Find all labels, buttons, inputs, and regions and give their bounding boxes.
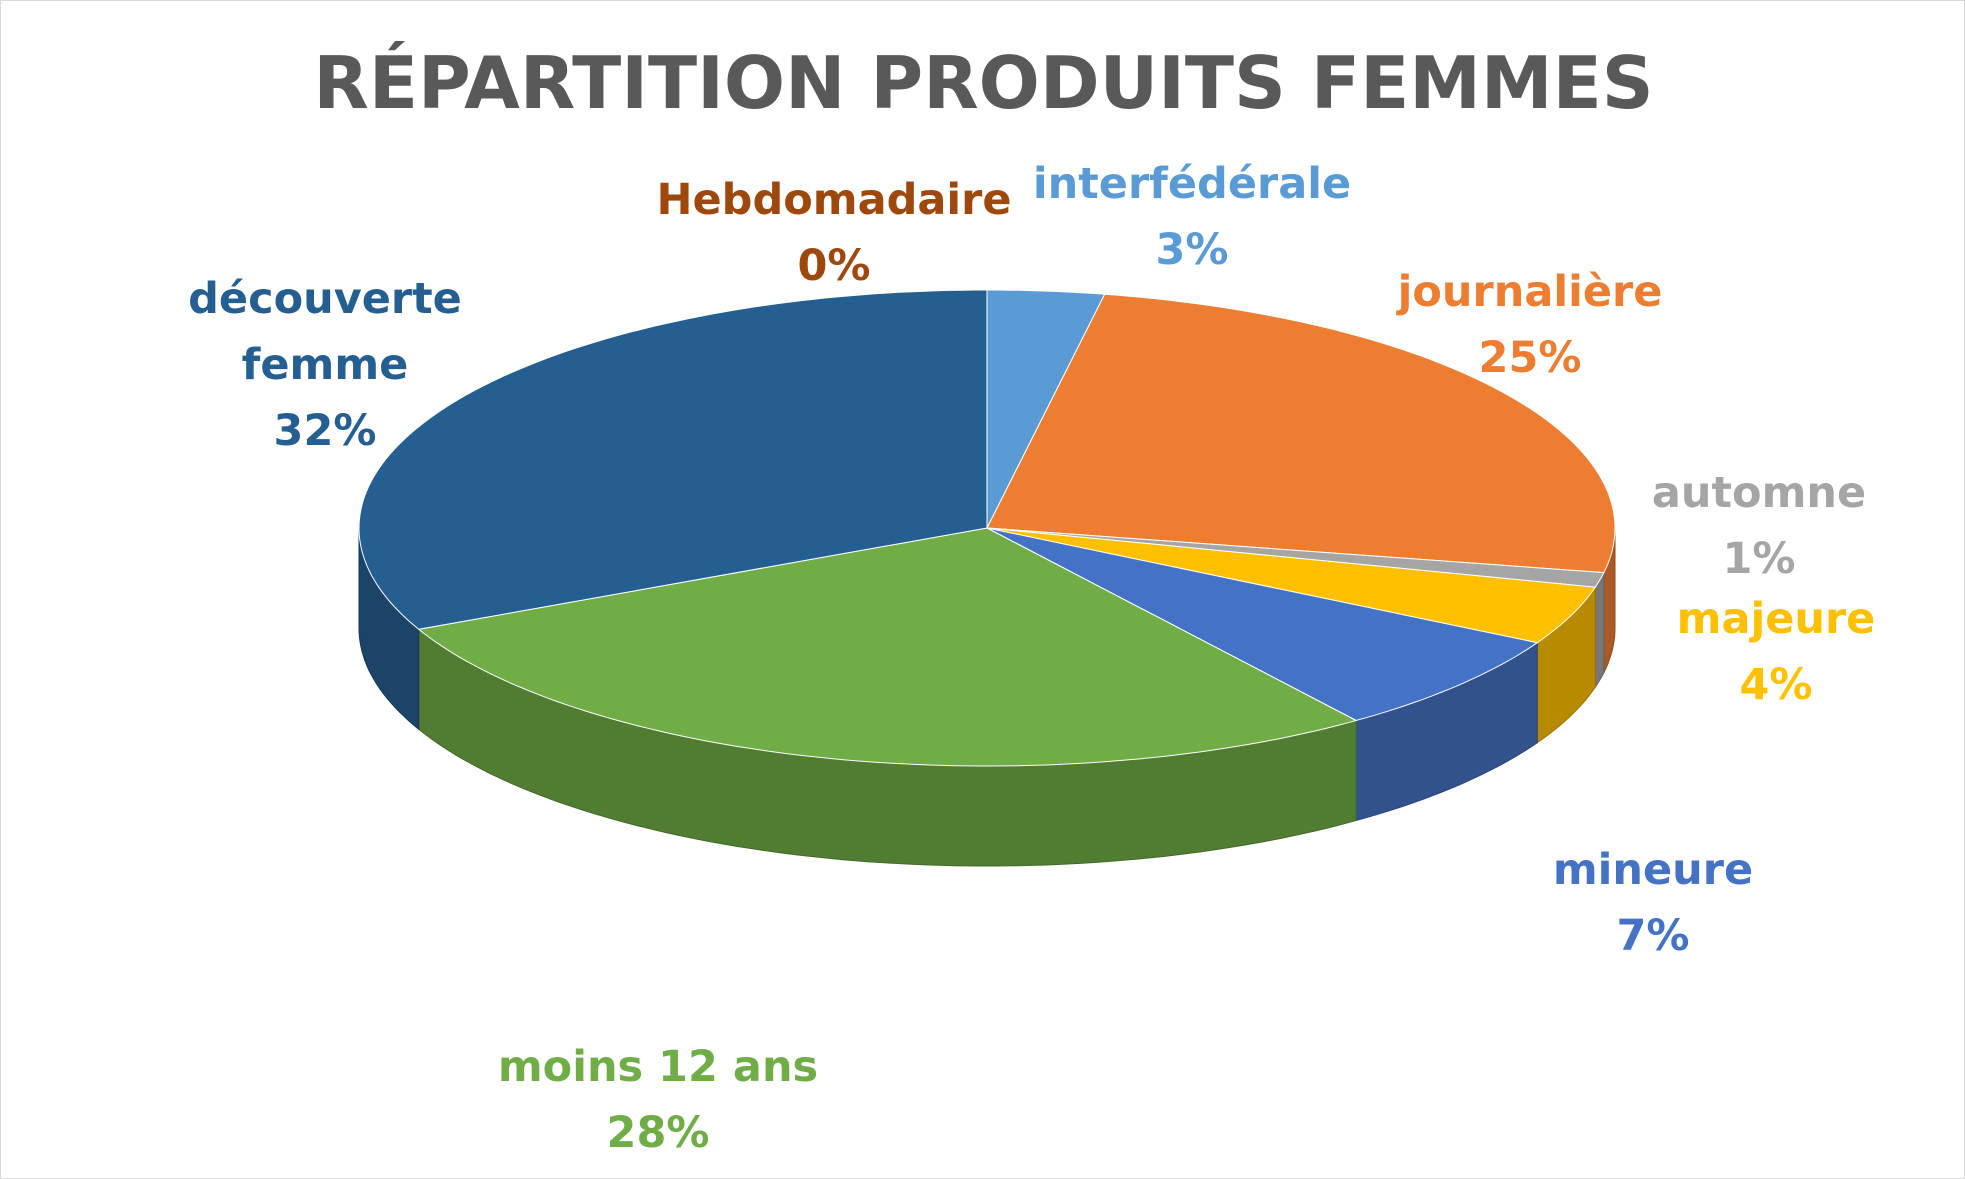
label-value: 25% [1478, 333, 1582, 383]
data-label: automne 1% [1652, 460, 1866, 592]
data-label: découverte femme 32% [175, 266, 475, 464]
data-label: interfédérale 3% [1033, 151, 1351, 283]
label-name: automne [1651, 468, 1867, 518]
data-label: journalière 25% [1398, 259, 1663, 391]
label-name: découverte femme [188, 274, 462, 390]
label-value: 7% [1616, 911, 1690, 961]
data-label: mineure 7% [1553, 837, 1753, 969]
label-name: moins 12 ans [497, 1042, 819, 1092]
chart-title: RÉPARTITION PRODUITS FEMMES [313, 41, 1654, 125]
slice [417, 527, 1358, 767]
label-name: interfédérale [1032, 159, 1352, 209]
slice-side [1594, 572, 1605, 689]
label-value: 3% [1155, 225, 1229, 275]
label-value: 32% [273, 406, 377, 456]
label-name: majeure [1676, 594, 1876, 644]
data-label: moins 12 ans 28% [498, 1034, 818, 1166]
label-value: 28% [606, 1108, 710, 1158]
label-value: 0% [797, 241, 871, 291]
label-value: 4% [1739, 660, 1813, 710]
slice [986, 293, 1616, 574]
label-name: mineure [1552, 845, 1754, 895]
label-name: journalière [1397, 267, 1663, 317]
label-name: Hebdomadaire [656, 175, 1012, 225]
label-value: 1% [1722, 534, 1796, 584]
slice [986, 527, 1597, 644]
data-label: majeure 4% [1677, 586, 1876, 718]
slice [986, 527, 1539, 722]
slice [358, 289, 988, 630]
data-label: Hebdomadaire 0% [657, 167, 1012, 299]
